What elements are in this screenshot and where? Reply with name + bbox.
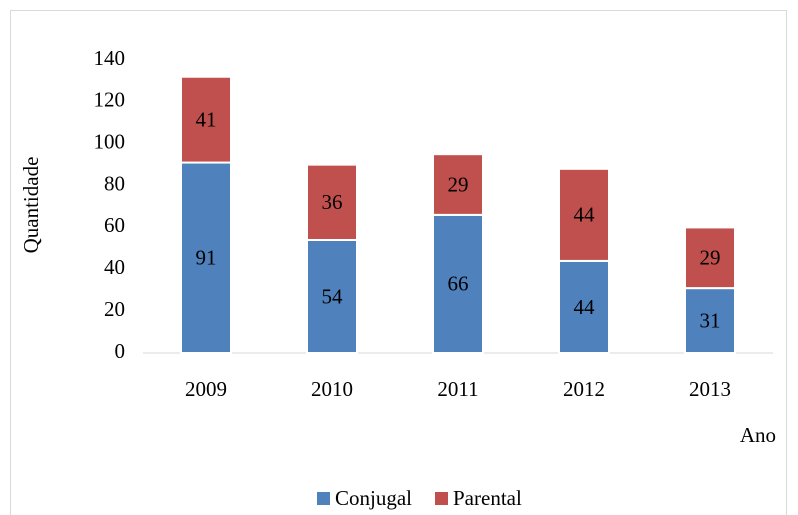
- data-label: 31: [700, 308, 721, 332]
- legend-label: Parental: [453, 486, 522, 510]
- y-tick-label: 40: [104, 255, 125, 279]
- chart-border: [10, 10, 787, 515]
- legend-swatch: [435, 492, 448, 505]
- bar-segment: [684, 226, 736, 290]
- y-tick-label: 100: [94, 130, 126, 154]
- x-tick-label: 2013: [689, 377, 731, 401]
- y-tick-label: 80: [104, 171, 125, 195]
- y-tick-label: 60: [104, 213, 125, 237]
- y-tick-label: 120: [94, 88, 126, 112]
- data-label: 66: [448, 272, 469, 296]
- y-tick-label: 0: [115, 339, 126, 363]
- x-axis-label: Ano: [740, 423, 776, 447]
- data-label: 41: [196, 107, 217, 131]
- data-label: 44: [574, 295, 596, 319]
- data-label: 91: [196, 246, 217, 270]
- bar-segment: [180, 75, 232, 164]
- data-label: 29: [448, 172, 469, 196]
- data-label: 36: [322, 190, 343, 214]
- y-tick-label: 140: [94, 46, 126, 70]
- data-label: 54: [322, 284, 344, 308]
- bar-segment: [432, 213, 484, 354]
- x-tick-label: 2010: [311, 377, 353, 401]
- bar-segment: [180, 161, 232, 354]
- data-label: 44: [574, 203, 596, 227]
- legend-label: Conjugal: [335, 486, 412, 510]
- y-tick-label: 20: [104, 297, 125, 321]
- bar-segment: [684, 287, 736, 354]
- x-tick-label: 2012: [563, 377, 605, 401]
- data-label: 29: [700, 246, 721, 270]
- bar-segment: [558, 167, 610, 262]
- x-tick-label: 2009: [185, 377, 227, 401]
- y-axis-label: Quantidade: [19, 157, 43, 254]
- legend-swatch: [317, 492, 330, 505]
- bar-segment: [306, 163, 358, 241]
- x-tick-label: 2011: [437, 377, 478, 401]
- bar-segment: [432, 153, 484, 216]
- bar-segment: [558, 259, 610, 354]
